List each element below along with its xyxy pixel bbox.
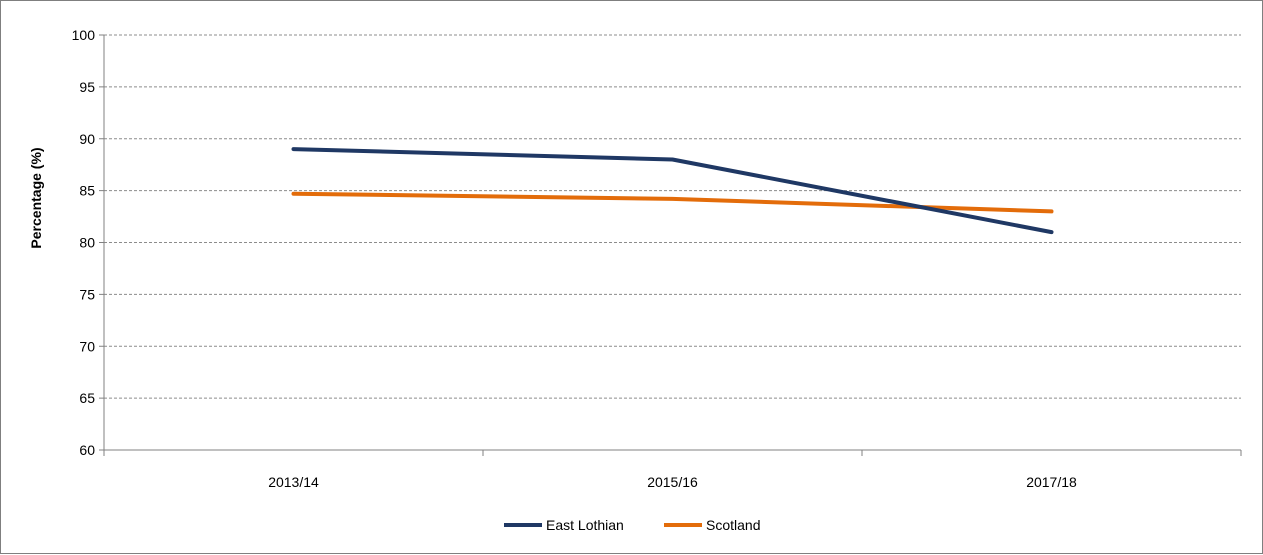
legend-label: Scotland — [706, 517, 760, 533]
y-tick-label: 70 — [79, 338, 95, 354]
series-lines — [291, 147, 1054, 235]
y-tick-label: 95 — [79, 79, 95, 95]
y-tick-label: 60 — [79, 442, 95, 458]
legend-label: East Lothian — [546, 517, 624, 533]
gridlines — [104, 34, 1241, 399]
series-line-east-lothian — [291, 147, 1054, 235]
y-tick-label: 100 — [72, 27, 96, 43]
axes — [99, 34, 1242, 456]
x-tick-label: 2017/18 — [1026, 474, 1077, 490]
y-tick-label: 80 — [79, 235, 95, 251]
legend: East Lothian Scotland — [504, 517, 760, 533]
y-tick-label: 85 — [79, 183, 95, 199]
x-tick-label: 2015/16 — [647, 474, 698, 490]
x-tick-label: 2013/14 — [268, 474, 319, 490]
y-tick-label: 75 — [79, 286, 95, 302]
y-tick-label: 90 — [79, 131, 95, 147]
y-tick-label: 65 — [79, 390, 95, 406]
y-axis-title: Percentage (%) — [28, 147, 44, 248]
tick-labels: 60 65 70 75 80 85 90 95 100 2013/14 2015/16 2017/18 — [72, 27, 1077, 490]
